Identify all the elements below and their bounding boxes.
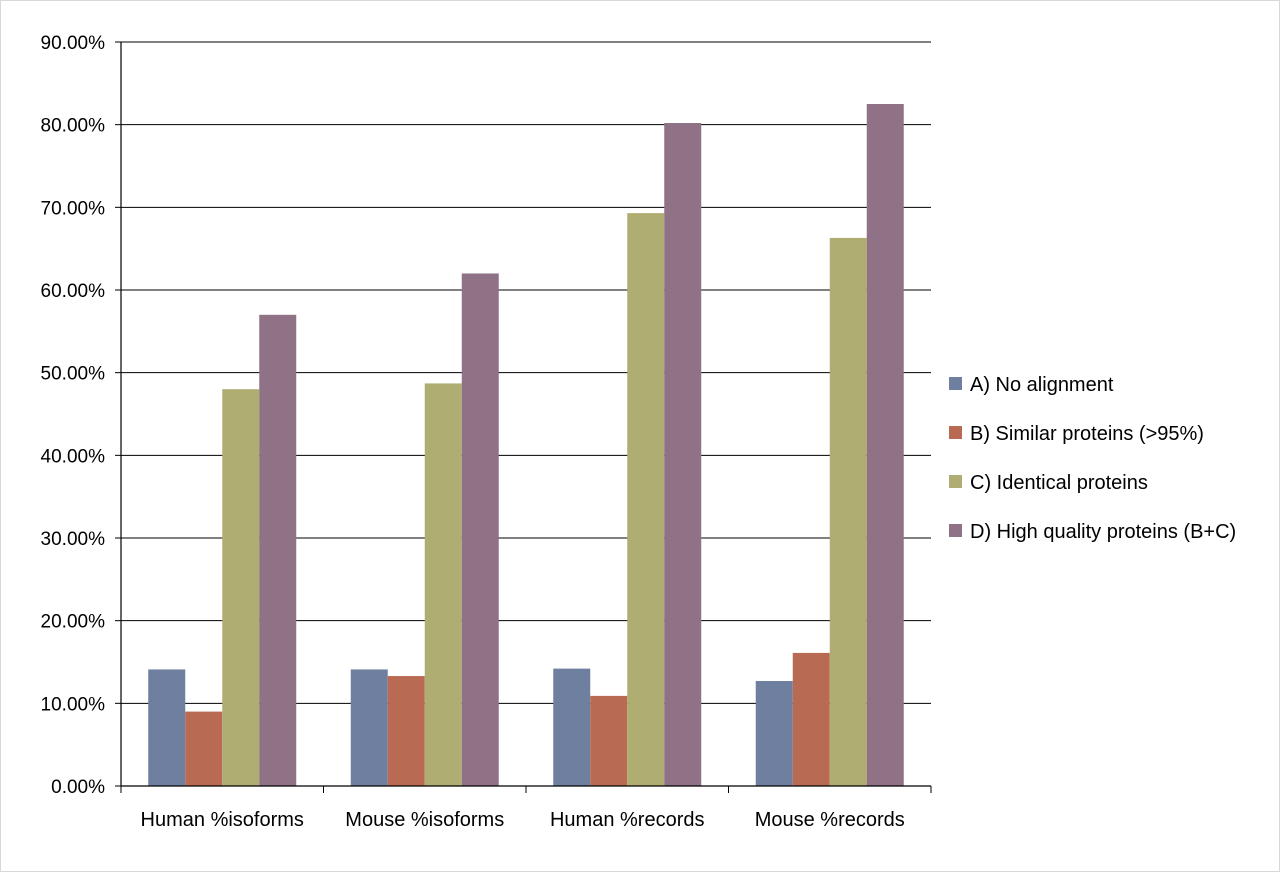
y-tick-label: 70.00%	[41, 198, 106, 219]
bar-0-0	[148, 669, 186, 786]
legend-swatch	[949, 377, 962, 390]
legend-swatch	[949, 426, 962, 439]
bars	[148, 104, 904, 787]
x-category-label: Mouse %isoforms	[345, 809, 504, 831]
y-tick-label: 40.00%	[41, 446, 106, 467]
bar-2-3	[664, 123, 702, 787]
legend-label: C) Identical proteins	[970, 472, 1148, 494]
bar-3-1	[792, 652, 830, 786]
x-category-label: Mouse %records	[755, 809, 905, 831]
y-tick-label: 20.00%	[41, 612, 106, 633]
bar-0-3	[259, 314, 297, 786]
bar-0-2	[222, 389, 260, 786]
x-category-label: Human %isoforms	[141, 809, 304, 831]
bar-3-3	[866, 104, 904, 786]
x-axis-ticks: Human %isoforms Mouse %isoforms Human %rec…	[120, 786, 932, 831]
bar-1-3	[461, 273, 499, 786]
bar-2-1	[590, 695, 628, 786]
legend-label: B) Similar proteins (>95%)	[970, 423, 1204, 445]
bar-2-2	[627, 213, 665, 786]
legend-swatch	[949, 524, 962, 537]
y-tick-label: 10.00%	[41, 694, 106, 715]
legend-label: D) High quality proteins (B+C)	[970, 521, 1236, 543]
y-axis-ticks: 0.00% 10.00% 20.00% 30.00% 40.00% 50.00% 60.00…	[41, 33, 121, 798]
bar-1-2	[424, 383, 462, 786]
y-tick-label: 90.00%	[41, 33, 106, 54]
bar-0-1	[185, 711, 223, 786]
bar-1-1	[387, 676, 425, 786]
y-tick-label: 50.00%	[41, 364, 106, 385]
legend: A) No alignment B) Similar proteins (>95%…	[949, 374, 1236, 543]
bar-2-0	[553, 668, 591, 786]
y-tick-label: 30.00%	[41, 529, 106, 550]
x-category-label: Human %records	[550, 809, 705, 831]
bar-1-0	[350, 669, 388, 786]
y-tick-label: 80.00%	[41, 116, 106, 137]
legend-swatch	[949, 475, 962, 488]
legend-label: A) No alignment	[970, 374, 1114, 396]
y-tick-label: 60.00%	[41, 281, 106, 302]
y-tick-label: 0.00%	[51, 777, 105, 798]
bar-3-0	[755, 681, 793, 786]
bar-3-2	[829, 237, 867, 787]
